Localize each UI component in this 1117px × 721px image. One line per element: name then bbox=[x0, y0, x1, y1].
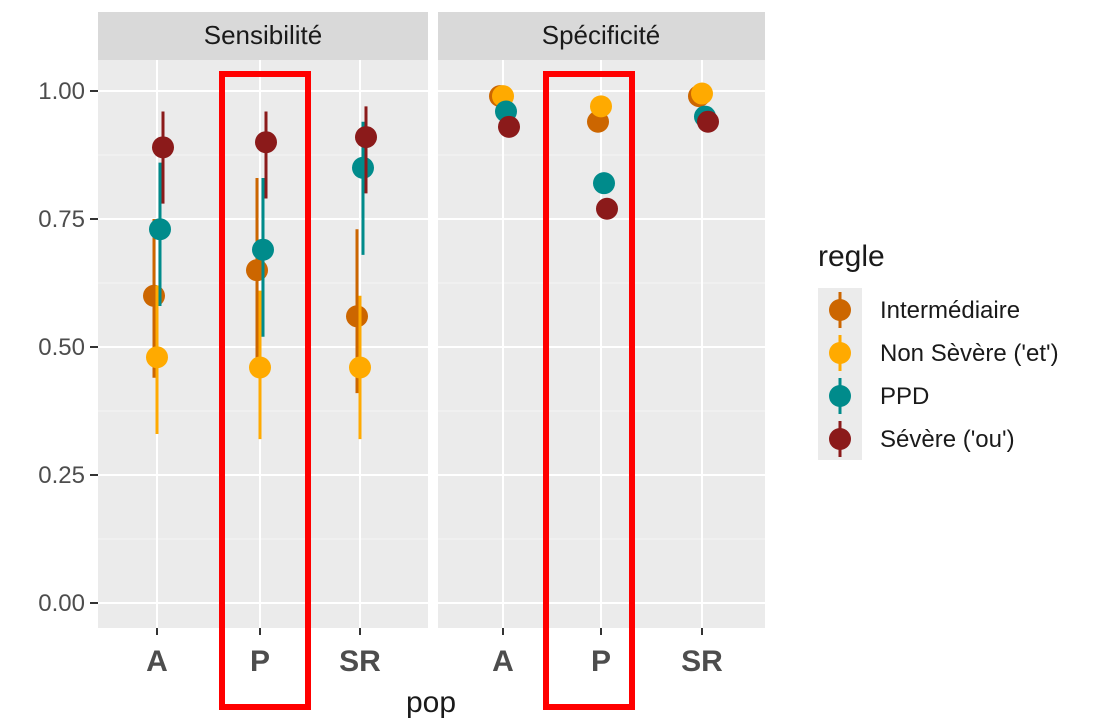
data-point bbox=[346, 305, 368, 328]
legend-label: Non Sèvère ('et') bbox=[880, 340, 1059, 367]
x-tick-label: A bbox=[492, 645, 514, 678]
y-tick-marks bbox=[90, 90, 98, 604]
data-point bbox=[596, 197, 618, 220]
data-point bbox=[697, 110, 719, 133]
x-axis: A P SR A P SR bbox=[146, 628, 723, 678]
data-point bbox=[249, 356, 271, 379]
data-point bbox=[593, 172, 615, 195]
data-point bbox=[146, 346, 168, 369]
facet-title-specificite: Spécificité bbox=[542, 20, 661, 50]
data-point bbox=[590, 95, 612, 118]
x-tick-label: SR bbox=[681, 645, 723, 678]
highlight-box bbox=[543, 71, 635, 710]
x-tick-label: SR bbox=[339, 645, 381, 678]
marks-sensibilite bbox=[143, 106, 377, 440]
x-tick-label: P bbox=[250, 645, 270, 678]
data-point bbox=[352, 156, 374, 179]
data-point bbox=[349, 356, 371, 379]
legend-label: Intermédiaire bbox=[880, 297, 1020, 324]
legend-label: Sévère ('ou') bbox=[880, 426, 1015, 453]
data-point bbox=[255, 131, 277, 154]
data-point bbox=[355, 126, 377, 149]
legend-keys bbox=[818, 288, 862, 460]
data-point bbox=[691, 82, 713, 105]
marks-specificite bbox=[489, 82, 719, 220]
data-point bbox=[498, 115, 520, 138]
y-axis: 0.00 0.25 0.50 0.75 1.00 bbox=[38, 78, 98, 617]
y-tick-label: 0.50 bbox=[38, 334, 85, 361]
y-tick-label: 1.00 bbox=[38, 78, 85, 105]
facet-specificite: Spécificité bbox=[438, 12, 765, 628]
facet-strip-specificite bbox=[438, 12, 765, 60]
legend-title: regle bbox=[818, 240, 885, 273]
data-point bbox=[152, 136, 174, 159]
facet-sensibilite: Sensibilité bbox=[98, 12, 428, 628]
y-tick-label: 0.00 bbox=[38, 590, 85, 617]
data-point bbox=[252, 238, 274, 261]
x-tick-marks bbox=[156, 628, 703, 635]
legend-key-dot bbox=[829, 385, 851, 407]
highlight-boxes bbox=[219, 71, 635, 710]
data-point bbox=[149, 218, 171, 241]
facet-strip-sensibilite bbox=[98, 12, 428, 60]
x-axis-title: pop bbox=[406, 686, 456, 719]
highlight-box bbox=[219, 71, 311, 710]
legend-label: PPD bbox=[880, 383, 929, 410]
y-tick-label: 0.25 bbox=[38, 462, 85, 489]
legend-key-dot bbox=[829, 299, 851, 321]
facet-title-sensibilite: Sensibilité bbox=[204, 20, 323, 50]
legend: regle Intermédiaire Non Sèvère ('et') PP… bbox=[818, 240, 1059, 460]
data-point bbox=[246, 259, 268, 282]
x-tick-label: P bbox=[591, 645, 611, 678]
legend-key-dot bbox=[829, 428, 851, 450]
y-tick-label: 0.75 bbox=[38, 206, 85, 233]
legend-key-dot bbox=[829, 342, 851, 364]
data-point bbox=[143, 284, 165, 307]
x-tick-label: A bbox=[146, 645, 168, 678]
